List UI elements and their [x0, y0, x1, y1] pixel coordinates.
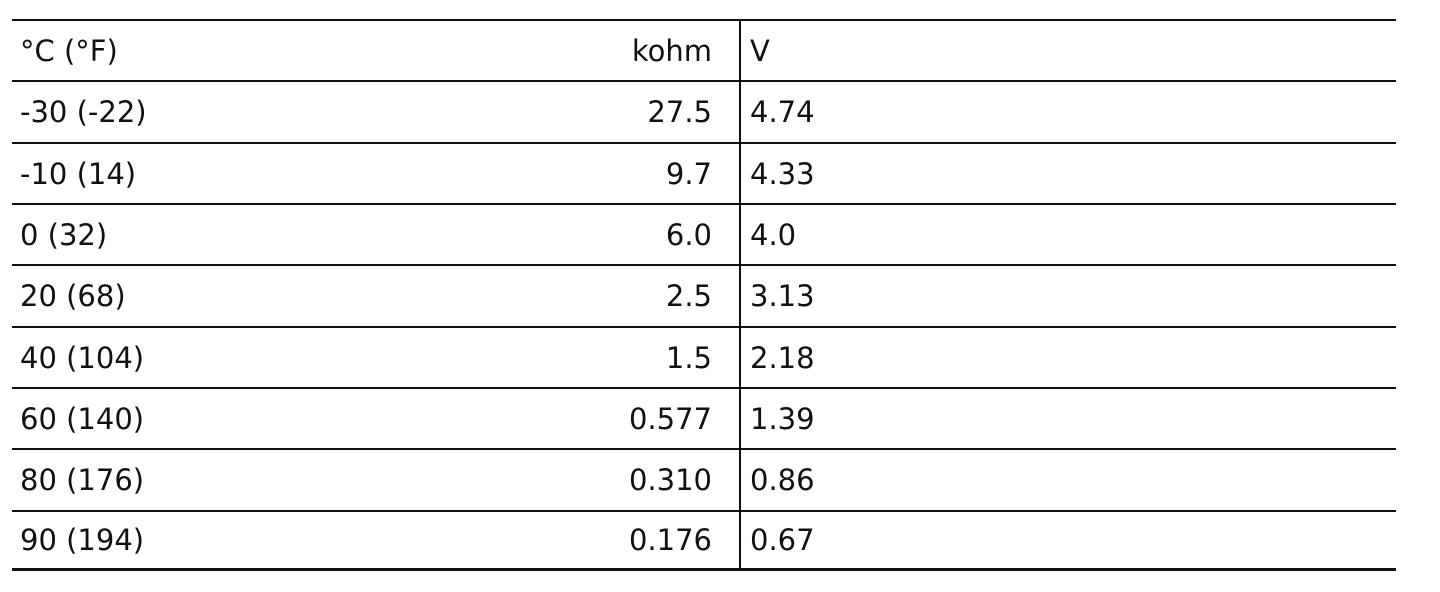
- table-cell: 9.7: [665, 156, 712, 191]
- table-row: -30 (-22) 27.5 4.74: [12, 80, 1396, 142]
- table-cell: -10 (14): [20, 156, 137, 191]
- table-cell: -30 (-22): [20, 95, 147, 130]
- header-row: °C (°F) kohm V: [12, 19, 1396, 81]
- table-cell: 20 (68): [20, 279, 126, 314]
- table-cell: 0 (32): [20, 218, 108, 253]
- table-cell: 0.86: [750, 463, 815, 498]
- table-cell: 0.67: [750, 522, 815, 557]
- table-cell: 4.0: [750, 218, 797, 253]
- table-cell: 6.0: [665, 218, 712, 253]
- table-cell: 0.176: [628, 522, 712, 557]
- table-cell: 0.310: [628, 463, 712, 498]
- table-cell: 4.74: [750, 95, 815, 130]
- header-cell: °C (°F): [20, 34, 118, 69]
- table-cell: 1.39: [750, 402, 815, 437]
- table-cell: 80 (176): [20, 463, 145, 498]
- header-cell: V: [750, 34, 770, 69]
- table-row: 90 (194) 0.176 0.67: [12, 509, 1396, 571]
- table-cell: 4.33: [750, 156, 815, 191]
- table-row: -10 (14) 9.7 4.33: [12, 141, 1396, 204]
- table: °C (°F) kohm V -30 (-22) 27.5 4.74 -10 (14) 9.7…: [12, 19, 1396, 571]
- table-row: 20 (68) 2.5 3.13: [12, 264, 1396, 326]
- table-cell: 3.13: [750, 279, 815, 314]
- table-cell: 1.5: [665, 340, 712, 375]
- table-row: 0 (32) 6.0 4.0: [12, 203, 1396, 265]
- table-cell: 40 (104): [20, 340, 145, 375]
- table-row: 60 (140) 0.577 1.39: [12, 387, 1396, 449]
- table-cell: 0.577: [628, 402, 712, 437]
- table-cell: 90 (194): [20, 522, 145, 557]
- column-divider: [739, 19, 741, 571]
- table-cell: 2.5: [665, 279, 712, 314]
- table-cell: 60 (140): [20, 402, 145, 437]
- table-cell: 27.5: [647, 95, 712, 130]
- table-cell: 2.18: [750, 340, 815, 375]
- table-row: 80 (176) 0.310 0.86: [12, 448, 1396, 510]
- header-cell: kohm: [631, 34, 712, 69]
- table-row: 40 (104) 1.5 2.18: [12, 325, 1396, 388]
